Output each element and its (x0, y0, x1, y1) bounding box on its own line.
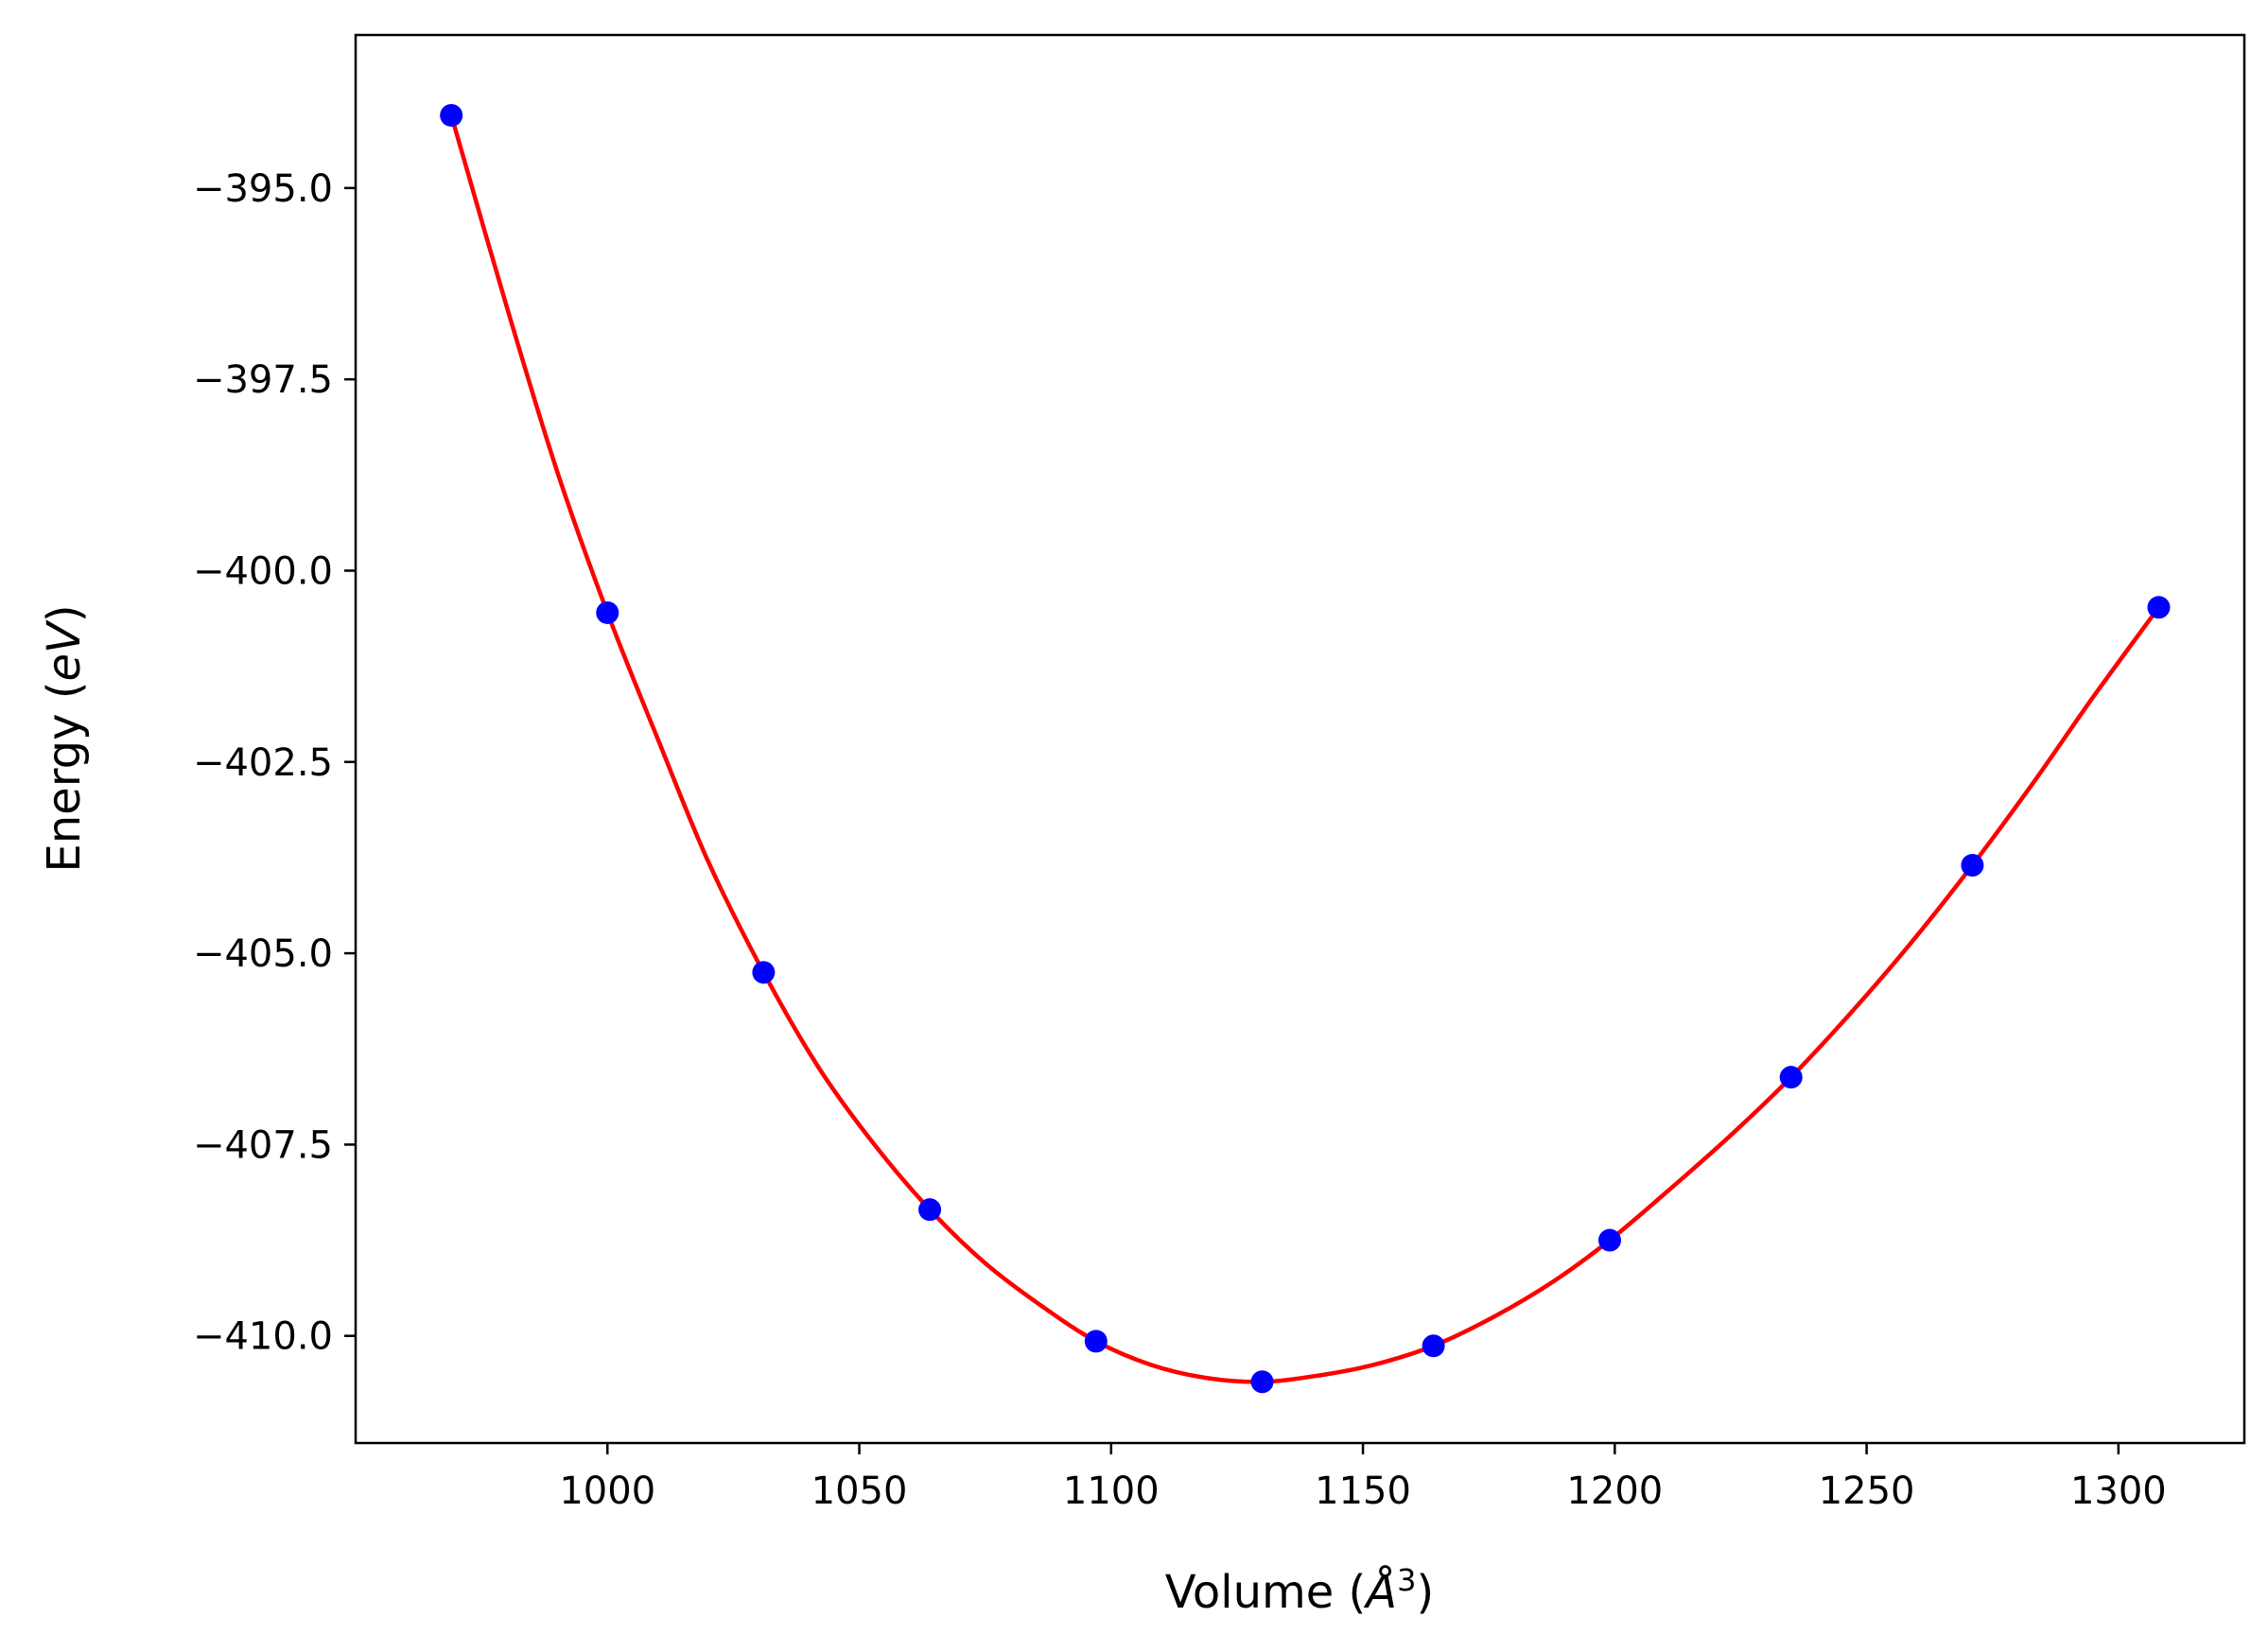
x-tick-label: 1150 (1315, 1469, 1411, 1513)
plot-area (354, 33, 2246, 1445)
y-tick-label: −405.0 (193, 932, 333, 976)
data-point (918, 1198, 942, 1222)
x-axis-ticks: 1000 1050 1100 1150 1200 1250 1300 (559, 1443, 2167, 1513)
data-point (1598, 1228, 1622, 1252)
x-axis-title-suffix: ) (1416, 1566, 1434, 1619)
x-tick-label: 1250 (1819, 1469, 1915, 1513)
x-tick-label: 1200 (1566, 1469, 1663, 1513)
data-point (1084, 1330, 1108, 1353)
y-axis-title-unit: eV (38, 619, 91, 682)
x-tick-label: 1050 (811, 1469, 908, 1513)
data-point (752, 961, 776, 984)
x-axis-title-prefix: Volume ( (1165, 1566, 1367, 1619)
x-tick-label: 1100 (1063, 1469, 1160, 1513)
data-point (440, 103, 463, 127)
data-point (596, 600, 619, 624)
y-tick-label: −402.5 (193, 741, 333, 785)
y-axis-title-suffix: ) (38, 604, 91, 622)
y-tick-label: −410.0 (193, 1315, 333, 1359)
data-point (1961, 854, 1984, 878)
y-tick-label: −397.5 (193, 358, 333, 402)
fit-curve-line (449, 114, 2161, 1384)
x-tick-label: 1300 (2070, 1469, 2167, 1513)
data-point (1422, 1334, 1445, 1358)
x-axis-title-unit: Å (1363, 1565, 1397, 1619)
data-point (2147, 596, 2171, 619)
x-axis-title-exponent: 3 (1397, 1562, 1416, 1598)
x-tick-label: 1000 (559, 1469, 655, 1513)
y-tick-label: −400.0 (193, 549, 333, 593)
y-tick-label: −395.0 (193, 167, 333, 211)
x-axis-title: Volume (Å3) (1165, 1562, 1434, 1619)
y-axis-title-prefix: Energy ( (38, 682, 91, 873)
y-axis-title: Energy (eV) (38, 604, 91, 872)
y-axis-ticks: −395.0 −397.5 −400.0 −402.5 −405.0 −407.5 −410… (193, 167, 356, 1359)
y-tick-label: −407.5 (193, 1123, 333, 1167)
series-layer (440, 103, 2171, 1394)
data-point (1779, 1066, 1803, 1089)
data-point (1250, 1370, 1274, 1394)
